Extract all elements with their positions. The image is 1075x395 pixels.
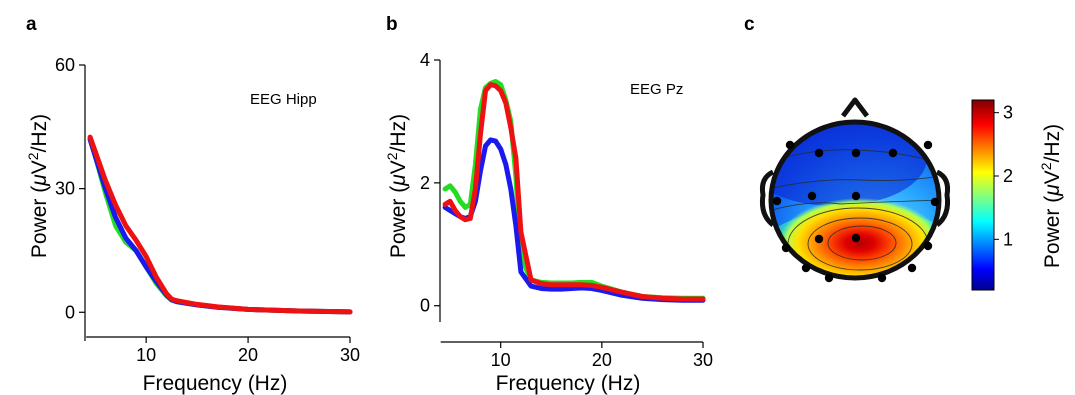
electrode-marker — [851, 191, 861, 201]
head-left-ear-outline — [760, 169, 775, 227]
colorbar-tick-label: 3 — [1003, 103, 1013, 123]
panel-c-topomap: 1 2 3 Power (μV2/Hz) — [760, 97, 1064, 291]
electrode-marker — [923, 140, 933, 150]
electrode-marker — [907, 263, 917, 273]
electrode-marker — [930, 197, 940, 207]
electrode-marker — [785, 140, 795, 150]
panel-b-x-tick-label: 10 — [491, 350, 511, 370]
head-nose-outline — [841, 97, 869, 118]
contour-line — [771, 175, 939, 189]
panel-a-y-axis-label: Power (μV2/Hz) — [25, 114, 51, 258]
panel-b-annotation: EEG Pz — [630, 81, 683, 98]
panel-b-y-tick-label: 0 — [420, 296, 430, 316]
electrode-marker — [801, 263, 811, 273]
electrode-marker — [814, 148, 824, 158]
panel-a-series-line-3 — [87, 134, 353, 315]
panel-a-x-tick-label: 10 — [136, 345, 156, 365]
panel-b-y-axis-label: Power (μV2/Hz) — [384, 114, 410, 258]
contour-line — [807, 217, 913, 271]
panel-a-y-tick-label: 30 — [55, 179, 75, 199]
panel-a-y-tick-label: 0 — [65, 302, 75, 322]
panel-a-y-tick-label: 60 — [55, 55, 75, 75]
electrode-marker — [888, 148, 898, 158]
panel-a-annotation: EEG Hipp — [250, 91, 317, 108]
electrode-marker — [824, 273, 834, 283]
panel-b-chart: EEG Pz Frequency (Hz) Power (μV2/Hz) 0 2 4… — [384, 50, 713, 395]
electrode-marker — [814, 234, 824, 244]
panel-a-x-tick-label: 20 — [238, 345, 258, 365]
colorbar-tick-label: 1 — [1003, 229, 1013, 249]
panel-a-x-axis-label: Frequency (Hz) — [143, 372, 288, 395]
panel-letter-a: a — [26, 14, 37, 35]
panel-b-series-line-3 — [442, 82, 706, 302]
panel-b-y-tick-label: 4 — [420, 50, 430, 70]
electrode-marker — [923, 241, 933, 251]
panel-b-x-tick-label: 20 — [592, 350, 612, 370]
contour-line — [827, 225, 897, 261]
electrode-marker — [877, 273, 887, 283]
panel-a-chart: EEG Hipp Frequency (Hz) Power (μV2/Hz) 0… — [25, 55, 360, 395]
panel-b-y-tick-label: 2 — [420, 173, 430, 193]
colorbar-tick-label: 2 — [1003, 166, 1013, 186]
panel-b-x-axis-label: Frequency (Hz) — [496, 372, 641, 395]
panel-letter-b: b — [386, 14, 398, 35]
electrode-marker — [781, 243, 791, 253]
contour-line — [771, 199, 939, 211]
electrode-marker — [772, 196, 782, 206]
head-right-ear-outline — [935, 169, 950, 227]
electrode-marker — [851, 148, 861, 158]
panel-letter-c: c — [744, 14, 755, 35]
panel-a-series-line-1 — [87, 136, 353, 315]
panel-a-x-tick-label: 30 — [340, 345, 360, 365]
scalp-field-hotspot — [778, 198, 939, 278]
colorbar — [971, 99, 995, 291]
panel-a-series-line-2 — [87, 136, 353, 315]
panel-b-series-line-2 — [442, 137, 706, 303]
colorbar-label: Power (μV2/Hz) — [1038, 124, 1064, 268]
electrode-marker — [807, 191, 817, 201]
panel-b-x-tick-label: 30 — [693, 350, 713, 370]
electrode-marker — [851, 233, 861, 243]
head-outline — [768, 119, 942, 281]
